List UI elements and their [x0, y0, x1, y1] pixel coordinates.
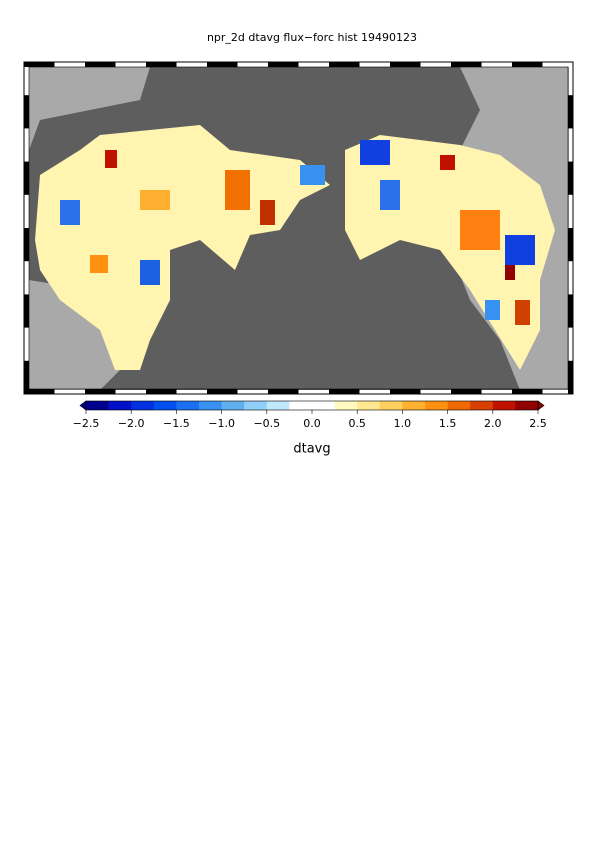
- colorbar-segment: [108, 401, 132, 410]
- colorbar-segment: [244, 401, 268, 410]
- colorbar-tick-label: 2.0: [484, 417, 502, 430]
- frame-block: [85, 62, 116, 67]
- patch: [460, 210, 500, 250]
- colorbar-segment: [357, 401, 381, 410]
- frame-block: [268, 389, 299, 394]
- colorbar-tick-label: −2.5: [73, 417, 100, 430]
- frame-block: [207, 389, 238, 394]
- colorbar-segment: [131, 401, 155, 410]
- frame-inner: [28, 66, 569, 390]
- map-frame: [23, 61, 574, 395]
- frame-block: [568, 360, 573, 394]
- colorbar: −2.5 −2.0 −1.5 −1.0 −0.5 0.0 0.5 1.0 1.5 2.0 2.5: [73, 400, 547, 430]
- frame-block: [146, 389, 177, 394]
- colorbar-segment: [153, 401, 177, 410]
- frame-block: [24, 228, 29, 262]
- colorbar-tick-label: −2.0: [118, 417, 145, 430]
- frame-block: [568, 95, 573, 129]
- frame-block: [568, 228, 573, 262]
- colorbar-segment: [289, 401, 313, 410]
- colorbar-tick-label: −0.5: [253, 417, 280, 430]
- colorbar-tick-label: −1.5: [163, 417, 190, 430]
- colorbar-segment: [447, 401, 471, 410]
- land: [29, 67, 150, 150]
- patch: [485, 300, 500, 320]
- frame-block: [24, 389, 55, 394]
- colorbar-segment: [470, 401, 494, 410]
- colorbar-segment: [379, 401, 403, 410]
- frame-block: [24, 294, 29, 328]
- colorbar-tick-label: 0.5: [348, 417, 366, 430]
- frame-block: [329, 389, 360, 394]
- frame-block: [329, 62, 360, 67]
- map-title: npr_2d dtavg flux−forc hist 19490123: [207, 31, 417, 44]
- frame-block: [451, 389, 482, 394]
- colorbar-segment: [334, 401, 358, 410]
- frame-block: [207, 62, 238, 67]
- patch: [515, 300, 530, 325]
- colorbar-label: dtavg: [293, 442, 330, 457]
- data-patches: [60, 140, 535, 325]
- patch: [505, 235, 535, 265]
- colorbar-tick-label: 2.5: [529, 417, 547, 430]
- frame-block: [390, 62, 421, 67]
- frame-block: [24, 62, 55, 67]
- colorbar-segment: [176, 401, 200, 410]
- colorbar-segment: [312, 401, 335, 410]
- patch: [225, 170, 250, 210]
- frame-block: [390, 389, 421, 394]
- frame-block: [512, 62, 543, 67]
- frame-block: [85, 389, 116, 394]
- patch: [140, 260, 160, 285]
- colorbar-segment: [221, 401, 245, 410]
- patch: [90, 255, 108, 273]
- colorbar-tick-label: 1.5: [439, 417, 457, 430]
- frame-block: [24, 360, 29, 394]
- colorbar-segment: [199, 401, 222, 410]
- frame-block: [146, 62, 177, 67]
- frame-block: [568, 294, 573, 328]
- frame-block: [24, 161, 29, 195]
- frame-block: [268, 62, 299, 67]
- patch: [60, 200, 80, 225]
- colorbar-tick-label: 1.0: [394, 417, 412, 430]
- patch: [260, 200, 275, 225]
- colorbar-segment: [425, 401, 448, 410]
- map: [29, 67, 569, 390]
- colorbar-tick-label: 0.0: [303, 417, 321, 430]
- frame-block: [451, 62, 482, 67]
- frame-block: [568, 161, 573, 195]
- patch: [300, 165, 325, 185]
- patch: [440, 155, 455, 170]
- colorbar-segment: [492, 401, 516, 410]
- colorbar-segment: [86, 401, 109, 410]
- data-region: [35, 125, 330, 370]
- frame-block: [512, 389, 543, 394]
- patch: [105, 150, 117, 168]
- patch: [505, 265, 515, 280]
- frame-block: [24, 95, 29, 129]
- colorbar-tick-label: −1.0: [208, 417, 235, 430]
- patch: [140, 190, 170, 210]
- colorbar-segment: [402, 401, 426, 410]
- land: [29, 280, 120, 390]
- colorbar-segment: [266, 401, 290, 410]
- patch: [360, 140, 390, 165]
- colorbar-segment: [515, 401, 539, 410]
- patch: [380, 180, 400, 210]
